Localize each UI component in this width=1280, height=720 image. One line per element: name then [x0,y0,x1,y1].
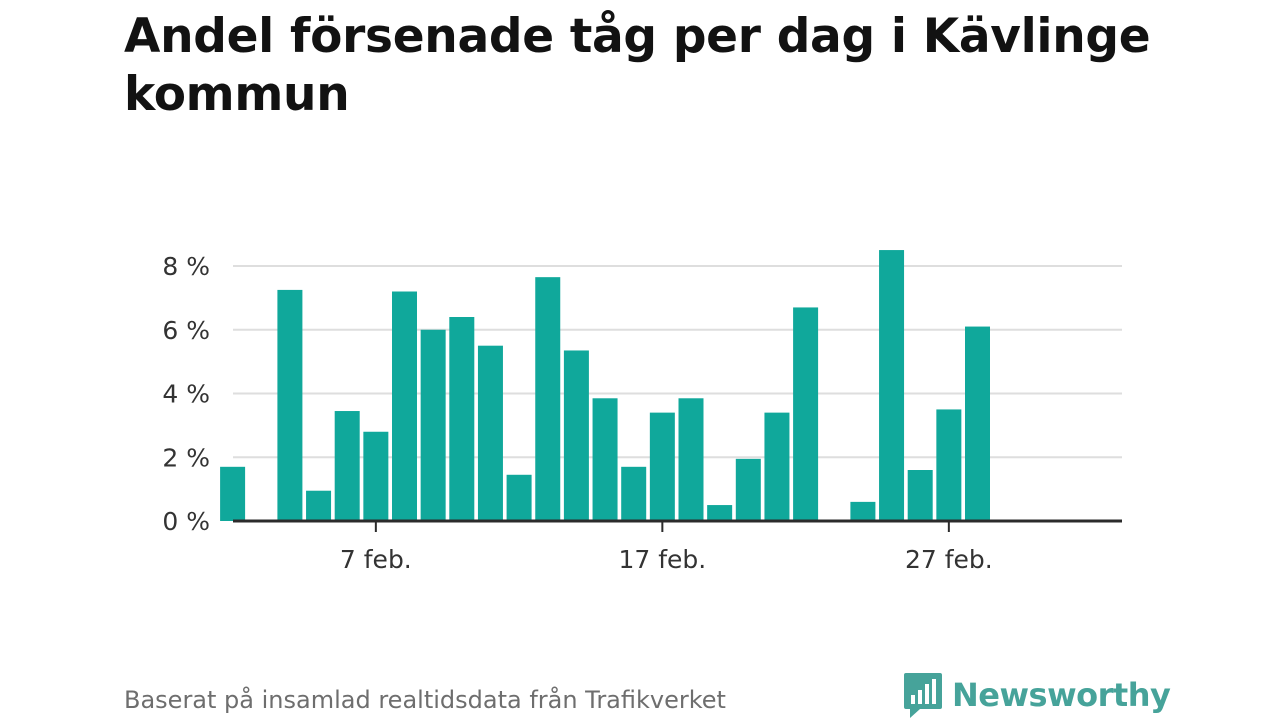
bar [392,291,417,521]
bar [965,326,990,521]
bar [649,412,675,521]
bar [621,466,647,521]
bar-chart-speech-bubble-icon [904,673,942,718]
bar [707,505,733,521]
bar [764,412,790,521]
x-tick-label: 27 feb. [905,545,993,574]
source-note: Baserat på insamlad realtidsdata från Tr… [124,686,726,714]
bar [678,398,704,521]
bar [306,490,332,521]
y-tick-label: 2 % [162,443,210,472]
y-axis-labels: 0 % 2 % 4 % 6 % 8 % [162,252,210,536]
y-tick-label: 0 % [162,507,210,536]
bar [850,501,876,521]
bar [535,277,561,521]
bars [220,250,990,521]
bar [477,345,503,521]
bar [277,289,303,521]
bar [879,250,905,521]
x-tick-label: 7 feb. [340,545,412,574]
bar [592,398,618,521]
bar [506,474,532,521]
newsworthy-logo: Newsworthy [902,670,1171,720]
bar [563,350,589,521]
bar [735,458,761,521]
y-tick-label: 8 % [162,252,210,281]
bar [793,307,819,521]
bar [907,470,933,521]
bar-chart: 0 % 2 % 4 % 6 % 8 % 7 feb. 17 feb. 27 feb. [162,250,1122,574]
brand-name: Newsworthy [952,676,1171,714]
bar [936,409,962,521]
y-tick-label: 6 % [162,316,210,345]
bar [220,466,246,521]
chart-title: Andel försenade tåg per dag i Kävlinge k… [124,9,1151,122]
y-tick-label: 4 % [162,380,210,409]
x-axis-labels: 7 feb. 17 feb. 27 feb. [340,545,993,574]
x-axis [233,519,1122,532]
bar [449,317,475,521]
x-tick-label: 17 feb. [618,545,706,574]
bar [334,411,360,521]
bar [420,329,446,521]
bar [363,431,389,521]
